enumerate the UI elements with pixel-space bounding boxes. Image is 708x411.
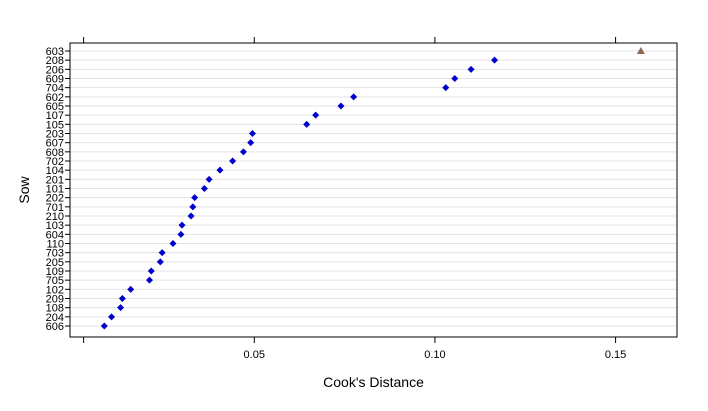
plot-frame <box>69 42 678 338</box>
y-tick-label: 704 <box>46 83 64 95</box>
y-tick-label: 108 <box>46 303 64 315</box>
data-point <box>189 203 197 211</box>
y-tick-label: 204 <box>46 312 64 324</box>
data-point <box>191 194 199 202</box>
y-tick-label: 203 <box>46 129 64 141</box>
data-point <box>118 295 126 302</box>
y-tick-label: 109 <box>46 266 64 278</box>
data-point <box>145 276 153 284</box>
data-point <box>350 93 358 101</box>
y-tick-label: 604 <box>46 229 64 241</box>
y-tick-label: 102 <box>46 284 64 296</box>
y-tick-label: 206 <box>46 64 64 76</box>
data-point <box>247 139 255 147</box>
grid-lines <box>70 50 677 327</box>
data-point <box>467 65 475 73</box>
data-point <box>303 120 311 128</box>
data-point <box>187 212 195 220</box>
y-tick-label: 703 <box>46 248 64 260</box>
data-point <box>239 148 247 156</box>
data-point <box>169 240 177 247</box>
x-tick-label: 0.05 <box>244 349 265 361</box>
y-tick-label: 702 <box>46 156 64 168</box>
data-point <box>147 267 155 275</box>
data-point <box>205 175 213 183</box>
y-tick-label: 110 <box>46 239 64 251</box>
data-point <box>216 166 224 174</box>
data-point <box>178 221 186 229</box>
data-point <box>229 157 237 165</box>
y-tick-label: 701 <box>46 202 64 214</box>
data-points <box>100 47 645 330</box>
data-point <box>100 322 108 330</box>
y-tick-label: 208 <box>46 55 64 67</box>
x-axis: 0.05 0.10 0.15 <box>83 37 626 361</box>
y-tick-label: 105 <box>46 119 64 131</box>
data-point <box>177 230 185 238</box>
y-tick-label: 107 <box>46 110 64 122</box>
y-tick-label: 101 <box>46 184 64 196</box>
y-tick-label: 605 <box>46 101 64 113</box>
y-tick-label: 705 <box>46 275 64 287</box>
data-point <box>127 285 135 293</box>
data-point <box>117 304 125 312</box>
data-point <box>248 130 256 137</box>
data-point <box>108 313 116 321</box>
y-tick-label: 103 <box>46 220 64 232</box>
y-tick-label: 205 <box>46 257 64 269</box>
data-point <box>200 185 208 192</box>
data-point <box>442 84 450 92</box>
data-point <box>158 249 166 257</box>
y-tick-label: 210 <box>46 211 64 223</box>
data-point <box>156 258 164 266</box>
y-tick-label: 209 <box>46 294 64 306</box>
y-tick-label: 609 <box>46 74 64 86</box>
y-tick-label: 201 <box>46 174 64 186</box>
y-tick-label: 608 <box>46 147 64 159</box>
x-axis-title: Cook's Distance <box>323 374 424 390</box>
data-point-outlier <box>636 47 645 54</box>
y-axis: 6062041082091027051092057031106041032107… <box>46 46 70 333</box>
y-axis-title: Sow <box>16 175 32 203</box>
y-tick-label: 606 <box>46 321 64 333</box>
y-tick-label: 602 <box>46 92 64 104</box>
data-point <box>337 102 345 110</box>
y-tick-label: 607 <box>46 138 64 150</box>
data-point <box>451 75 459 82</box>
data-point <box>312 111 320 119</box>
data-point <box>491 56 499 64</box>
y-tick-label: 202 <box>46 193 64 205</box>
x-tick-label: 0.15 <box>605 349 626 361</box>
y-tick-label: 603 <box>46 46 64 58</box>
x-tick-label: 0.10 <box>424 349 445 361</box>
y-tick-label: 104 <box>46 165 64 177</box>
